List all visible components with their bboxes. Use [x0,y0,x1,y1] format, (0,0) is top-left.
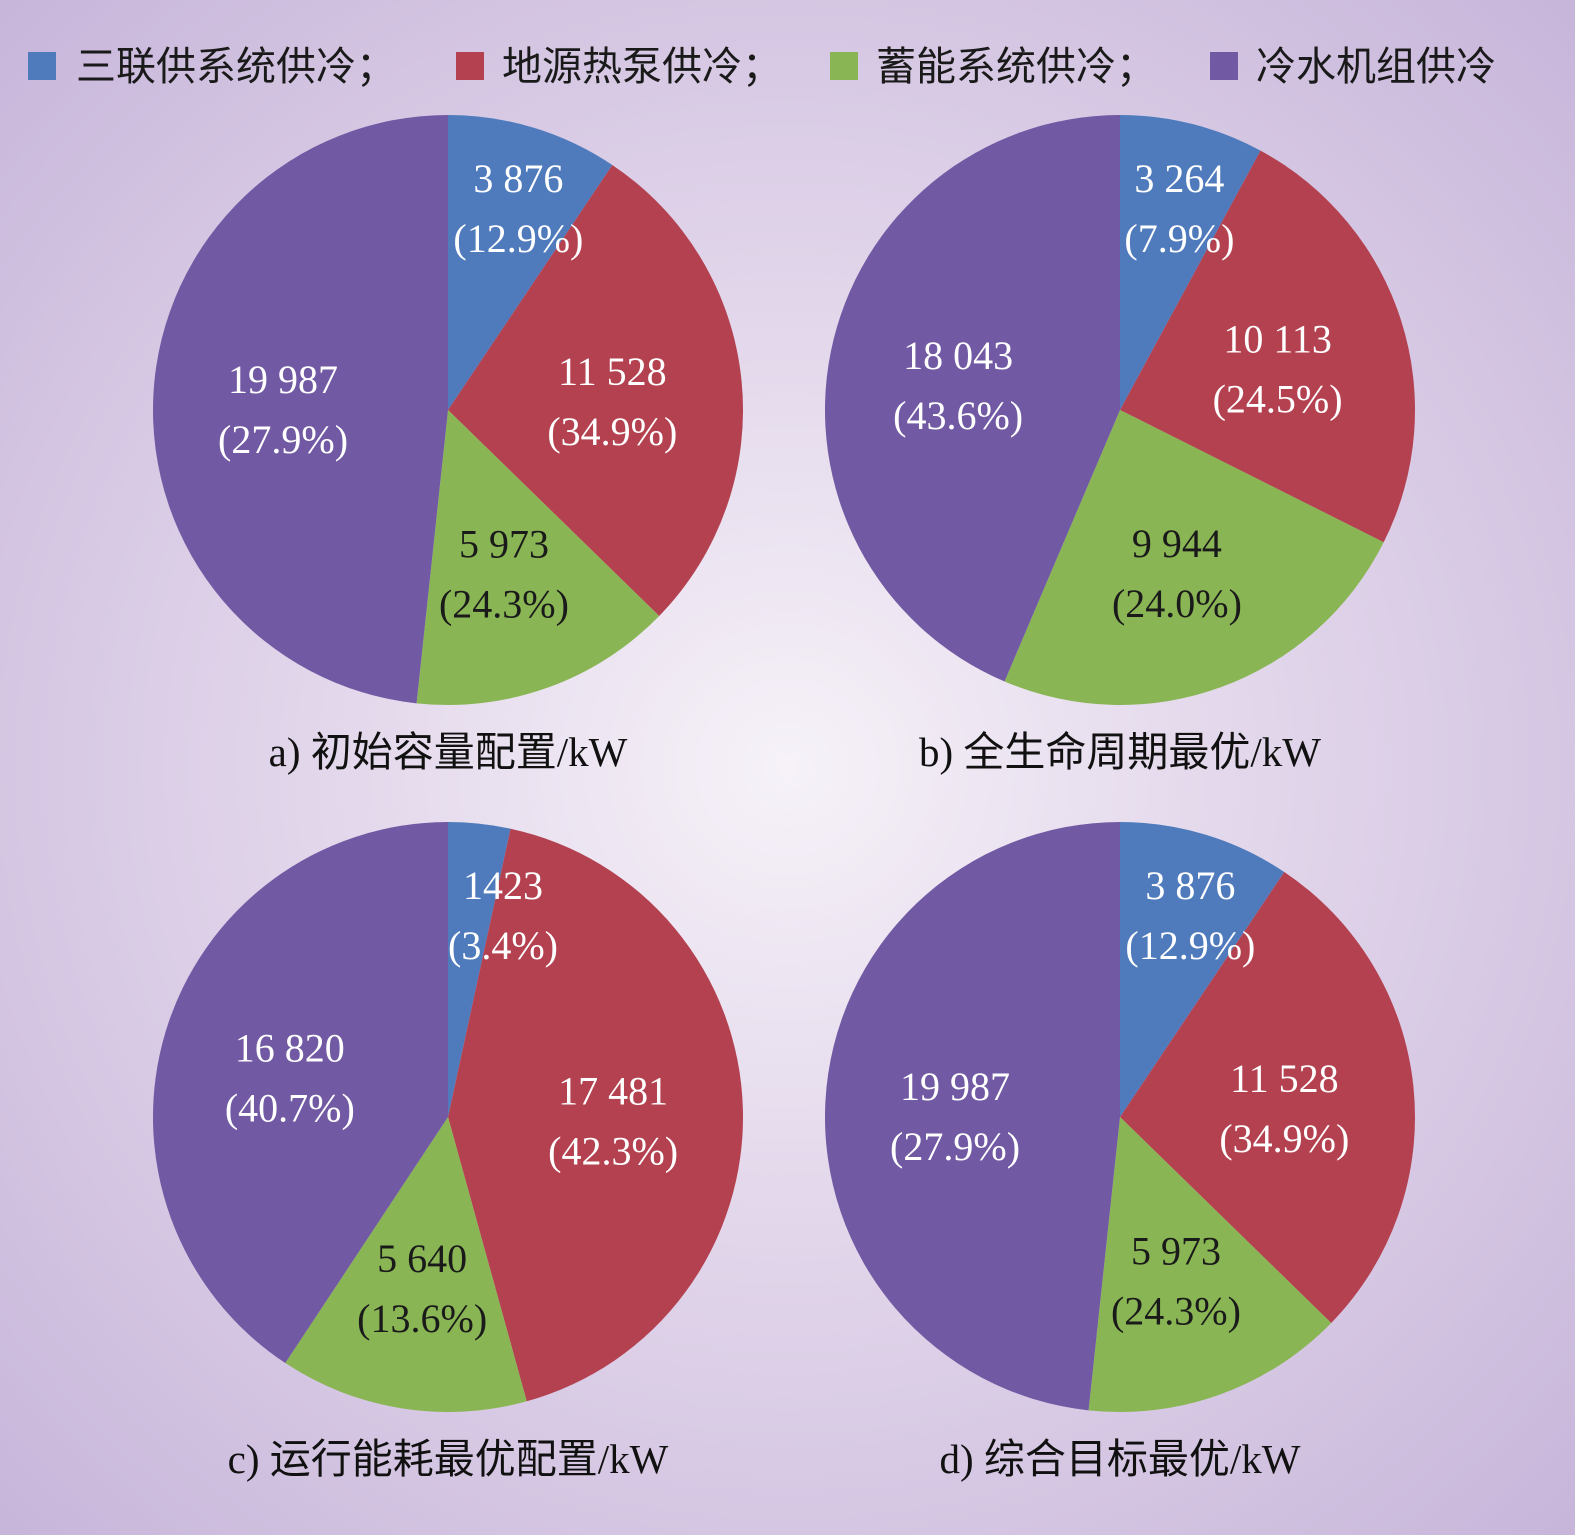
pie-slice-cchp [448,822,511,1117]
pie-slice-energy-storage [285,1117,527,1413]
slice-value-label-cchp: 3 876 [1145,863,1235,908]
slice-value-label-ground-source-heat-pump: 10 113 [1223,316,1332,361]
slice-value-label-ground-source-heat-pump: 17 481 [558,1068,668,1113]
pie-slice-cchp [1120,822,1285,1117]
pie-slice-cchp [1120,115,1261,410]
legend-label-cchp: 三联供系统供冷； [76,44,396,90]
pie-slice-chiller [824,115,1120,682]
slice-value-label-energy-storage: 5 973 [1131,1228,1221,1273]
slice-percent-label-ground-source-heat-pump: (34.9%) [1219,1116,1349,1161]
pie-chart-a: 3 876 (12.9%) 11 528 (34.9%) 5 973 (24.3%) 19 … [153,115,744,705]
legend-swatch-ground-source-heat-pump [456,52,484,80]
pie-slice-energy-storage [416,410,660,705]
slice-value-label-energy-storage: 5 640 [377,1236,467,1281]
legend-label-ground-source-heat-pump: 地源热泵供冷； [502,44,782,90]
slice-percent-label-cchp: (12.9%) [453,216,583,261]
pie-slice-chiller [152,822,448,1364]
slice-value-label-chiller: 16 820 [235,1025,345,1070]
slice-percent-label-chiller: (27.9%) [218,417,348,462]
pie-slice-chiller [825,822,1120,1411]
pie-slice-ground-source-heat-pump [448,164,744,616]
pie-slice-chiller [153,115,448,704]
caption-a: a) 初始容量配置/kW [269,729,628,775]
slice-value-label-ground-source-heat-pump: 11 528 [1230,1056,1339,1101]
legend-label-energy-storage: 蓄能系统供冷； [876,44,1156,90]
slice-percent-label-cchp: (3.4%) [448,923,558,968]
pie-slice-ground-source-heat-pump [448,828,743,1402]
pie-chart-c: 1423 (3.4%) 17 481 (42.3%) 5 640 (13.6%) 16 82… [152,822,743,1413]
pie-slice-ground-source-heat-pump [1120,871,1415,1323]
slice-value-label-cchp: 3 264 [1134,156,1224,201]
pie-chart-d: 3 876 (12.9%) 11 528 (34.9%) 5 973 (24.3%) 19 … [825,822,1415,1412]
slice-percent-label-energy-storage: (24.0%) [1112,581,1242,626]
legend-swatch-chiller [1210,52,1238,80]
slice-percent-label-energy-storage: (24.3%) [439,581,569,626]
slice-value-label-energy-storage: 9 944 [1132,521,1222,566]
slice-percent-label-ground-source-heat-pump: (42.3%) [548,1128,678,1173]
slice-value-label-cchp: 3 876 [473,156,563,201]
slice-value-label-chiller: 18 043 [903,333,1013,378]
slice-value-label-cchp: 1423 [463,863,543,908]
slice-percent-label-chiller: (27.9%) [890,1124,1020,1169]
slice-percent-label-ground-source-heat-pump: (34.9%) [547,409,677,454]
slice-percent-label-cchp: (12.9%) [1125,923,1255,968]
legend: 三联供系统供冷； 地源热泵供冷； 蓄能系统供冷； 冷水机组供冷 [28,44,1496,90]
legend-swatch-energy-storage [830,52,858,80]
slice-value-label-chiller: 19 987 [900,1064,1010,1109]
pie-slice-cchp [448,115,613,410]
slice-percent-label-ground-source-heat-pump: (24.5%) [1213,376,1343,421]
slice-value-label-energy-storage: 5 973 [459,521,549,566]
slice-percent-label-cchp: (7.9%) [1124,216,1234,261]
caption-b: b) 全生命周期最优/kW [919,729,1321,775]
pie-slice-energy-storage [1004,410,1384,705]
slice-percent-label-chiller: (40.7%) [225,1085,355,1130]
slice-value-label-ground-source-heat-pump: 11 528 [558,349,667,394]
slice-value-label-chiller: 19 987 [228,357,338,402]
pie-slice-energy-storage [1088,1117,1332,1412]
slice-percent-label-energy-storage: (13.6%) [357,1296,487,1341]
pie-chart-b: 3 264 (7.9%) 10 113 (24.5%) 9 944 (24.0%) 18 0… [824,115,1415,705]
legend-label-chiller: 冷水机组供冷 [1256,44,1496,90]
slice-percent-label-chiller: (43.6%) [893,393,1023,438]
caption-c: c) 运行能耗最优配置/kW [228,1436,669,1482]
pie-slice-ground-source-heat-pump [1120,150,1415,543]
legend-swatch-cchp [28,52,56,80]
caption-d: d) 综合目标最优/kW [940,1436,1301,1482]
slice-percent-label-energy-storage: (24.3%) [1111,1288,1241,1333]
